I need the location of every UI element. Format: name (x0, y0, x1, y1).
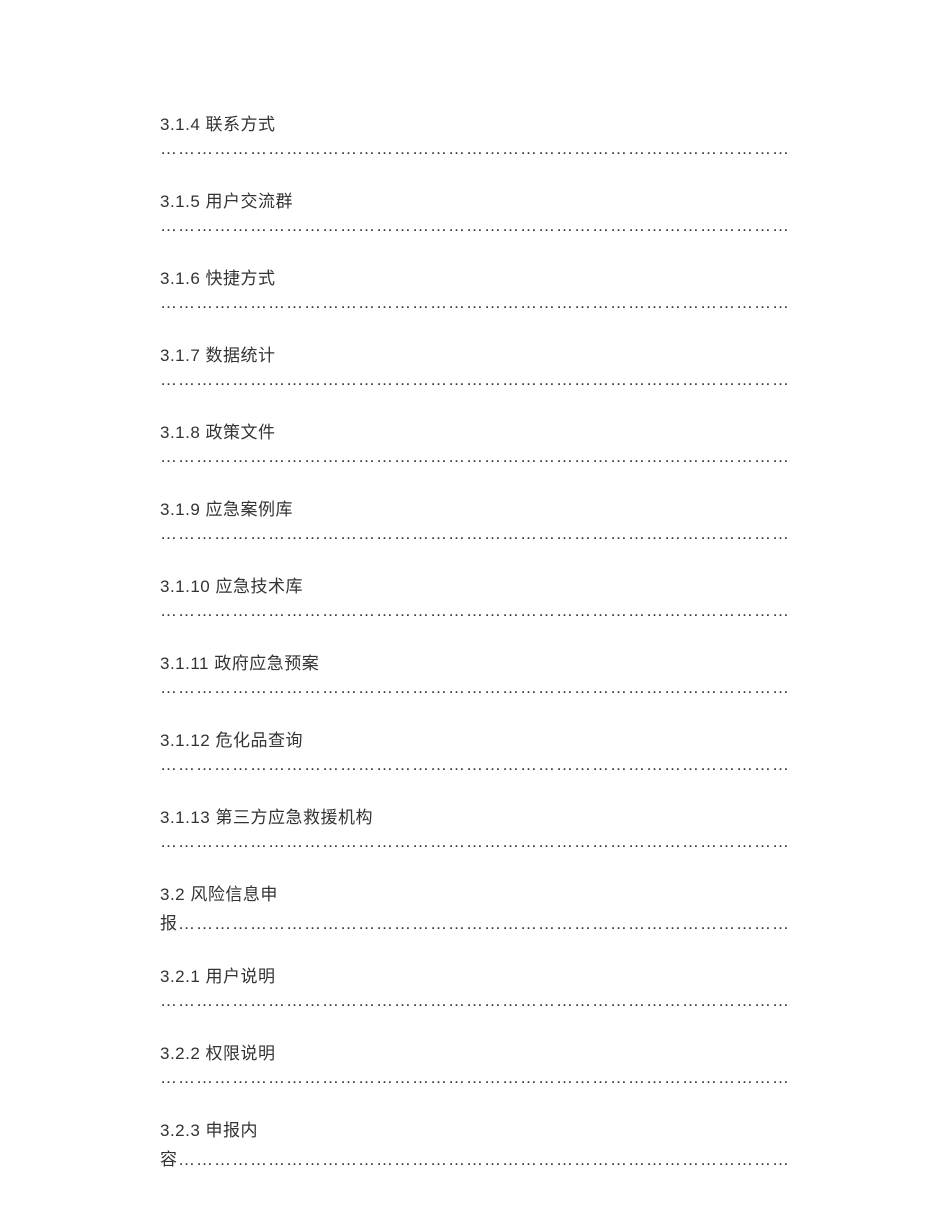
toc-entry-title: 3.1.13 第三方应急救援机构 (160, 803, 790, 828)
toc-entry-leader: …………………………………………………………………………………………………………… (160, 1068, 790, 1088)
toc-entry-leader: 容………………………………………………………………………………………………………… (160, 1145, 790, 1170)
toc-entry-title: 3.2.2 权限说明 (160, 1039, 790, 1064)
toc-entry-title: 3.1.11 政府应急预案 (160, 649, 790, 674)
toc-entry-title: 3.1.12 危化品查询 (160, 726, 790, 751)
toc-entry-title: 3.2 风险信息申 (160, 880, 790, 905)
toc-entry-leader: …………………………………………………………………………………………………………… (160, 139, 790, 159)
toc-entry-title: 3.1.8 政策文件 (160, 418, 790, 443)
toc-entry-leader: …………………………………………………………………………………………………………… (160, 678, 790, 698)
toc-entry-title: 3.1.6 快捷方式 (160, 264, 790, 289)
toc-entry: 3.2 风险信息申报………………………………………………………………………………… (160, 880, 790, 934)
toc-entry: 3.1.9 应急案例库 ……………………………………………………………………………… (160, 495, 790, 544)
toc-entry: 3.2.1 用户说明 ………………………………………………………………………………… (160, 962, 790, 1011)
toc-entry: 3.1.12 危化品查询 …………………………………………………………………………… (160, 726, 790, 775)
toc-entry-leader: …………………………………………………………………………………………………………… (160, 447, 790, 467)
toc-entry: 3.1.11 政府应急预案 ………………………………………………………………………… (160, 649, 790, 698)
toc-entry-leader: …………………………………………………………………………………………………………… (160, 293, 790, 313)
toc-entry: 3.1.13 第三方应急救援机构 ………………………………………………………………… (160, 803, 790, 852)
toc-entry-leader: …………………………………………………………………………………………………………… (160, 601, 790, 621)
toc-entry-leader: 报………………………………………………………………………………………………………… (160, 909, 790, 934)
toc-entry-title: 3.1.10 应急技术库 (160, 572, 790, 597)
toc-entry: 3.1.4 联系方式 ………………………………………………………………………………… (160, 110, 790, 159)
toc-entry: 3.1.10 应急技术库 …………………………………………………………………………… (160, 572, 790, 621)
toc-entry: 3.2.3 申报内容………………………………………………………………………………… (160, 1116, 790, 1170)
toc-entry: 3.2.2 权限说明 ………………………………………………………………………………… (160, 1039, 790, 1088)
toc-entry-title: 3.1.7 数据统计 (160, 341, 790, 366)
table-of-contents: 3.1.4 联系方式 ………………………………………………………………………………… (160, 110, 790, 1170)
toc-entry: 3.1.6 快捷方式 ………………………………………………………………………………… (160, 264, 790, 313)
toc-entry-leader: …………………………………………………………………………………………………………… (160, 216, 790, 236)
toc-entry: 3.1.8 政策文件 ………………………………………………………………………………… (160, 418, 790, 467)
toc-entry-leader: …………………………………………………………………………………………………………… (160, 370, 790, 390)
toc-entry-title: 3.2.3 申报内 (160, 1116, 790, 1141)
toc-entry-leader: …………………………………………………………………………………………………………… (160, 991, 790, 1011)
toc-entry-leader: …………………………………………………………………………………………………………… (160, 755, 790, 775)
toc-entry: 3.1.5 用户交流群 ……………………………………………………………………………… (160, 187, 790, 236)
toc-entry-title: 3.1.9 应急案例库 (160, 495, 790, 520)
toc-entry: 3.1.7 数据统计 ………………………………………………………………………………… (160, 341, 790, 390)
toc-entry-title: 3.1.4 联系方式 (160, 110, 790, 135)
toc-entry-leader: …………………………………………………………………………………………………………… (160, 832, 790, 852)
toc-entry-title: 3.2.1 用户说明 (160, 962, 790, 987)
toc-entry-title: 3.1.5 用户交流群 (160, 187, 790, 212)
toc-entry-leader: …………………………………………………………………………………………………………… (160, 524, 790, 544)
